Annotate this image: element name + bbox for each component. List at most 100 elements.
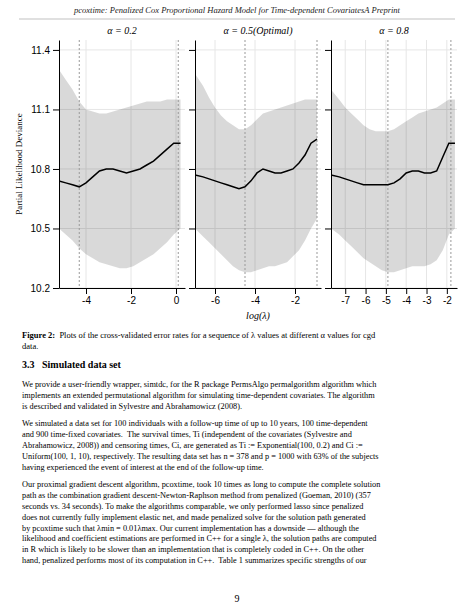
x-tick: -2 [291,288,300,306]
y-tick [325,288,331,289]
y-tick [325,228,331,229]
y-tick [325,109,331,110]
x-axis: -7 -6 -5 -4 -3 -2 [332,288,458,306]
y-tick: 10.8 [31,164,59,175]
x-axis: -6 -4 -2 [196,288,322,306]
y-tick-mark [53,50,59,51]
x-tick-label: 0 [174,295,180,306]
panel-title: α = 0.2 [107,25,137,36]
y-tick [189,169,195,170]
y-tick-mark [53,169,59,170]
y-tick-mark [189,169,195,170]
confidence-band [195,74,317,272]
y-tick-mark [325,50,331,51]
caption-text: Plots of the cross-validated error rates… [55,330,376,340]
x-axis: -4 -2 0 [60,288,186,306]
x-tick-mark [255,288,256,294]
y-tick [189,288,195,289]
panel-title: α = 0.5(Optimal) [224,25,294,37]
figure-caption: Figure 2: Plots of the cross-validated e… [22,330,376,351]
x-tick: -6 [211,288,220,306]
grid-line-y [195,49,321,50]
body-line: Uniform(100, 1, 10), respectively. The r… [22,452,379,461]
grid-line-y [331,49,457,50]
grid-line-y [59,49,185,50]
body-paragraph: We provide a user-friendly wrapper, simt… [22,380,377,411]
x-tick: -6 [362,288,371,306]
y-axis-line [59,41,60,289]
y-tick-label: 11.4 [31,45,50,56]
y-axis [325,41,332,289]
y-tick: 11.4 [31,45,59,56]
panel: -7-6-5-4-3-2α = 0.8 [325,25,458,306]
grid [331,40,457,288]
x-tick: -3 [423,288,432,306]
caption-label: Figure 2: [22,330,55,340]
plot-area [195,40,317,288]
body-line: does not currently fully implement elast… [22,513,367,522]
y-tick: 10.2 [31,283,59,294]
grid-line-y [59,288,185,289]
page-number: 9 [235,593,240,604]
x-axis-line [196,288,322,289]
x-tick-label: -6 [362,295,371,306]
y-tick-mark [189,288,195,289]
x-tick: -4 [82,288,91,306]
grid [59,40,185,288]
mean-line [59,143,181,187]
body-line: path as the combination gradient descent… [22,491,371,500]
x-tick-label: -7 [341,295,350,306]
body-line: Our proximal gradient descent algorithm,… [22,480,381,489]
body-paragraph: Our proximal gradient descent algorithm,… [22,480,381,565]
x-tick-mark [215,288,216,294]
y-tick-mark [325,169,331,170]
panel: -6 -4 -2 α = 0.5(Optimal) log(λ) [189,25,322,322]
x-tick: 0 [174,288,180,306]
x-tick: -2 [127,288,136,306]
y-tick: 11.1 [31,104,59,115]
y-tick-mark [189,50,195,51]
marker-line [317,40,318,288]
marker-line [245,40,246,288]
body-line: Abrahamowicz, 2008)) and censoring times… [22,441,363,450]
caption-text: data. [22,341,38,351]
x-tick: -5 [382,288,391,306]
marker-line [178,40,179,288]
marker-line [387,40,388,288]
x-tick-label: -3 [423,295,432,306]
y-tick [189,109,195,110]
x-tick-mark [131,288,132,294]
x-tick-label: -2 [291,295,300,306]
x-tick-mark [427,288,428,294]
x-axis-line [332,288,458,289]
grid [195,40,321,288]
y-tick [325,50,331,51]
x-tick-mark [386,288,387,294]
x-tick-label: -4 [251,295,260,306]
section-header: 3.3 Simulated data set [22,359,122,370]
mean-line [195,139,317,189]
grid-line-y [195,288,321,289]
y-tick-mark [53,109,59,110]
marker-line [79,40,80,288]
body-line: seconds vs. 34 seconds). To make the alg… [22,502,364,511]
y-tick [189,228,195,229]
body-line: is described and validated in Sylvestre … [22,402,242,411]
marker-line [450,40,451,288]
y-tick-mark [325,228,331,229]
mean-line [331,143,455,185]
x-tick-mark [86,288,87,294]
x-tick-label: -2 [443,295,452,306]
x-tick: -4 [402,288,411,306]
grid-line-y [331,288,457,289]
x-axis-line [60,288,186,289]
confidence-band [331,90,455,273]
x-tick-mark [366,288,367,294]
y-tick-mark [53,288,59,289]
body-line: by pcoxtime such that λmin = 0.01λmax. O… [22,524,359,533]
header-rule [19,19,455,20]
body-line: implements an extended permutational alg… [22,391,375,400]
x-axis-title: log(λ) [246,310,270,322]
panel: -4-2010.210.510.811.111.4α = 0.2Partial … [14,25,186,306]
y-axis-line [331,41,332,289]
